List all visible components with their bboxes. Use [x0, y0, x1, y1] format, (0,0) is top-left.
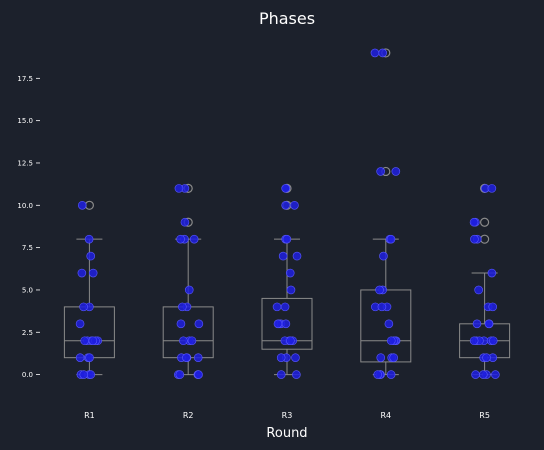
data-point — [378, 48, 388, 58]
x-tick-label: R3 — [282, 411, 293, 420]
data-point — [282, 234, 292, 244]
y-tick-label: 7.5 — [22, 244, 33, 252]
box-iqr — [261, 297, 313, 350]
x-tick-label: R4 — [380, 411, 391, 420]
data-point — [174, 184, 184, 193]
data-point — [176, 234, 185, 244]
data-point — [484, 319, 494, 329]
outlier-point — [480, 234, 490, 244]
data-point — [472, 319, 482, 329]
data-point — [373, 370, 383, 379]
data-point — [79, 370, 89, 379]
data-point — [182, 353, 191, 362]
data-point — [375, 285, 384, 295]
outlier-point — [480, 217, 490, 227]
data-point — [488, 302, 498, 312]
data-point — [187, 336, 197, 346]
x-axis-label: Round — [266, 426, 307, 441]
data-point — [79, 302, 88, 312]
data-point — [376, 167, 385, 176]
data-point — [290, 201, 299, 210]
data-point — [193, 353, 203, 362]
data-point — [176, 319, 186, 329]
data-point — [276, 370, 286, 379]
data-point — [386, 336, 396, 346]
data-point — [469, 217, 479, 227]
data-point — [178, 302, 187, 312]
data-point — [85, 353, 94, 362]
data-point — [386, 234, 396, 244]
data-point — [84, 234, 94, 244]
y-tick-label: 5.0 — [22, 286, 33, 294]
data-point — [281, 319, 291, 329]
data-point — [379, 251, 388, 261]
data-point — [280, 302, 290, 312]
data-point — [184, 285, 194, 295]
data-point — [377, 302, 387, 312]
box-iqr — [162, 306, 214, 359]
outlier-point — [84, 200, 95, 210]
data-point — [487, 268, 497, 278]
data-point — [88, 336, 98, 346]
data-point — [194, 319, 204, 329]
data-point — [370, 48, 380, 58]
x-axis: R1 R2 R3 R4 R5 — [84, 411, 490, 420]
data-point — [273, 319, 283, 329]
data-point — [470, 234, 479, 244]
data-point — [384, 319, 394, 329]
data-point — [175, 370, 185, 379]
data-point — [86, 251, 96, 261]
y-tick-label: 12.5 — [17, 159, 33, 167]
data-point — [179, 336, 188, 346]
y-tick-label: 17.5 — [17, 75, 33, 83]
data-point — [281, 184, 290, 193]
data-point — [292, 251, 302, 261]
data-point — [180, 217, 190, 227]
y-tick-label: 15.0 — [17, 117, 33, 125]
data-point — [276, 353, 286, 362]
data-point — [272, 302, 282, 312]
box-iqr — [63, 306, 115, 359]
x-tick-label: R1 — [84, 411, 95, 420]
x-tick-label: R5 — [479, 411, 490, 420]
data-point — [194, 370, 203, 379]
data-point — [469, 336, 479, 346]
y-tick-label: 2.5 — [22, 329, 33, 337]
chart-title: Phases — [259, 9, 315, 28]
data-point — [479, 370, 488, 379]
data-point — [77, 268, 87, 278]
data-point — [80, 336, 89, 346]
data-point — [471, 370, 480, 379]
y-axis: 0.0 2.5 5.0 7.5 10.0 12.5 15.0 17.5 — [17, 75, 40, 379]
data-point — [286, 285, 296, 295]
data-point — [482, 353, 491, 362]
data-point — [376, 353, 386, 362]
y-tick-label: 10.0 — [17, 202, 33, 210]
data-point — [285, 268, 295, 278]
data-point — [391, 167, 401, 176]
data-point — [88, 268, 98, 278]
data-point — [75, 319, 85, 329]
data-point — [489, 336, 498, 346]
data-point — [386, 370, 396, 379]
data-point — [389, 353, 398, 362]
x-tick-label: R2 — [183, 411, 194, 420]
data-point — [75, 353, 85, 362]
data-point — [292, 370, 301, 379]
y-tick-label: 0.0 — [22, 371, 33, 379]
data-point — [291, 353, 300, 362]
data-point — [278, 251, 288, 261]
data-point — [491, 370, 500, 379]
data-point — [286, 336, 295, 346]
data-point — [281, 201, 290, 210]
data-point — [189, 234, 199, 244]
data-point — [487, 184, 497, 193]
data-point — [77, 201, 87, 210]
points-layer — [75, 48, 500, 379]
data-point — [474, 285, 483, 295]
